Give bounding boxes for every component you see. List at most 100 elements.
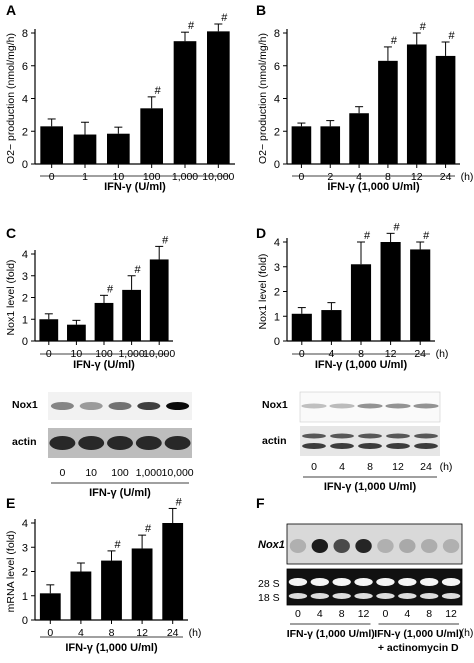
- rrna-18s-band: [376, 593, 395, 599]
- x-tick-label: 10: [112, 171, 124, 183]
- panel-letter-a: A: [6, 2, 16, 18]
- blot-row-label: 28 S: [258, 578, 280, 590]
- rrna-28s-band: [441, 578, 461, 586]
- bar: [378, 60, 398, 164]
- blot-unit-label: (h): [440, 461, 453, 473]
- x-axis-label: IFN-γ (U/ml): [104, 181, 166, 193]
- bar: [70, 571, 92, 620]
- blot-row-label: Nox1: [12, 399, 38, 411]
- blot-lane-label: 0: [295, 608, 301, 620]
- y-tick-label: 1: [22, 591, 28, 603]
- blot-lane-label: 1,000: [136, 467, 162, 479]
- bar: [40, 126, 63, 164]
- y-tick-label: 4: [22, 518, 28, 530]
- x-tick-label: 12: [411, 171, 423, 183]
- blot-group-label: + actinomycin D: [378, 642, 459, 654]
- rrna-28s-band: [354, 578, 373, 586]
- y-axis-label: Nox1 level (fold): [5, 260, 17, 336]
- actin-band: [414, 433, 438, 439]
- nox1-band: [399, 539, 416, 553]
- y-tick-label: 2: [274, 287, 280, 299]
- bar: [173, 41, 197, 164]
- significance-mark: #: [449, 30, 456, 42]
- bar: [162, 523, 184, 620]
- y-tick-label: 0: [22, 159, 28, 171]
- y-axis-label: Nox1 level (fold): [257, 254, 269, 330]
- y-tick-label: 2: [22, 126, 28, 138]
- blot-lane-label: 4: [317, 608, 323, 620]
- actin-band: [135, 436, 162, 450]
- blot-lane-label: 4: [339, 461, 345, 473]
- actin-band: [302, 433, 326, 439]
- blot-row-label: actin: [262, 435, 287, 447]
- blot-membrane: [299, 391, 441, 423]
- blot-lane-label: 0: [59, 467, 65, 479]
- significance-mark: #: [107, 283, 114, 295]
- y-tick-label: 0: [22, 615, 28, 627]
- blot-lane-label: 8: [339, 608, 345, 620]
- actin-band: [358, 443, 382, 449]
- x-axis-label: IFN-γ (1,000 U/ml): [327, 181, 420, 193]
- panel-letter-d: D: [256, 225, 266, 241]
- bar: [122, 289, 141, 341]
- rrna-18s-band: [398, 593, 417, 599]
- nox1-band: [50, 402, 74, 410]
- rrna-28s-band: [332, 578, 351, 586]
- bar: [39, 593, 61, 620]
- y-tick-label: 4: [274, 94, 280, 106]
- nox1-band: [329, 403, 355, 409]
- nox1-band: [79, 402, 103, 410]
- y-tick-label: 0: [274, 159, 280, 171]
- bar: [73, 134, 97, 164]
- actin-band: [164, 436, 191, 450]
- nox1-band: [357, 403, 383, 409]
- actin-band: [414, 443, 438, 449]
- significance-mark: #: [135, 264, 142, 276]
- bar: [149, 259, 169, 341]
- nox1-band: [333, 539, 350, 553]
- nox1-band: [301, 403, 327, 409]
- y-tick-label: 3: [274, 262, 280, 274]
- rrna-28s-band: [310, 578, 329, 586]
- bar: [321, 310, 342, 341]
- significance-mark: #: [176, 496, 183, 508]
- blot-group-label: IFN-γ (1,000 U/ml): [287, 628, 375, 640]
- actin-band: [386, 443, 410, 449]
- significance-mark: #: [145, 523, 152, 535]
- rrna-18s-band: [354, 593, 373, 599]
- actin-band: [107, 436, 133, 450]
- bar: [39, 319, 59, 341]
- x-tick-label: 0: [47, 627, 53, 639]
- nox1-band: [355, 539, 372, 553]
- panel-a-chart: 0 2 4 6 8 0 1 10 #100 #1,000 #10,000 IFN-γ (U/ml) O2…: [5, 12, 235, 193]
- nox1-band: [108, 402, 132, 410]
- y-axis-label: O2− production (nmol/mg/h): [5, 33, 17, 164]
- rrna-18s-band: [420, 593, 439, 599]
- significance-mark: #: [420, 21, 427, 33]
- x-tick-label: 0: [49, 171, 55, 183]
- panel-letter-f: F: [256, 495, 265, 511]
- y-tick-label: 8: [22, 28, 28, 40]
- x-tick-label: 1: [82, 171, 88, 183]
- blot-lane-label: 4: [404, 608, 410, 620]
- x-axis-label: IFN-γ (1,000 U/ml): [315, 359, 408, 371]
- rrna-28s-band: [288, 578, 308, 586]
- panel-letter-b: B: [256, 2, 266, 18]
- x-tick-label: 2: [327, 171, 333, 183]
- bar: [207, 31, 230, 164]
- blot-lane-label: 8: [367, 461, 373, 473]
- blot-row-label: 18 S: [258, 592, 280, 604]
- blot-lane-label: 0: [383, 608, 389, 620]
- x-tick-label: 4: [78, 627, 84, 639]
- bar: [410, 249, 431, 341]
- y-tick-label: 0: [22, 336, 28, 348]
- panel-c-western-blot: Nox1 actin 0 10 100 1,000 10,000 IFN-γ (U/ml): [12, 392, 194, 499]
- actin-band: [78, 436, 105, 450]
- significance-mark: #: [423, 230, 430, 242]
- significance-mark: #: [155, 85, 162, 97]
- blot-lane-label: 10: [85, 467, 97, 479]
- x-unit-label: (h): [436, 348, 449, 360]
- blot-row-label: actin: [12, 436, 37, 448]
